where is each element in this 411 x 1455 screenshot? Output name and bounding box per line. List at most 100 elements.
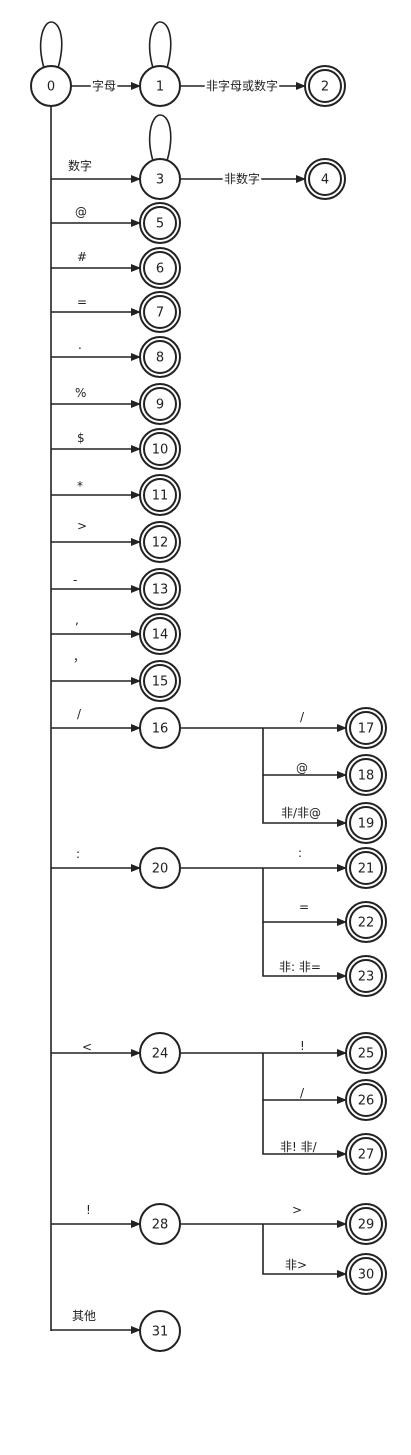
- state-label-30: 30: [358, 1268, 375, 1283]
- state-label-8: 8: [156, 351, 164, 366]
- edge-label-0-20: :: [76, 847, 80, 861]
- edge-20-23: 非: 非=: [262, 922, 347, 980]
- state-22: 22: [345, 901, 387, 943]
- edge-16-18: @: [262, 728, 347, 779]
- state-6: 6: [139, 247, 181, 289]
- edge-label-0-3: 数字: [68, 158, 92, 173]
- edge-label-28-29: >: [292, 1203, 302, 1217]
- edge-label-0-12: >: [77, 519, 87, 533]
- edge-label-0-28: !: [86, 1203, 91, 1217]
- edge-label-0-11: *: [77, 479, 83, 493]
- edge-label-24-26: /: [300, 1086, 305, 1100]
- state-30: 30: [345, 1253, 387, 1295]
- state-label-15: 15: [152, 675, 169, 690]
- edge-label-0-6: #: [77, 250, 87, 264]
- edge-28-29: >: [181, 1203, 347, 1228]
- edge-0-16: /: [51, 707, 141, 732]
- state-label-10: 10: [152, 443, 169, 458]
- state-label-17: 17: [358, 722, 375, 737]
- state-19: 19: [345, 802, 387, 844]
- state-16: 16: [139, 707, 181, 749]
- edge-20-22: =: [262, 868, 347, 926]
- state-label-28: 28: [152, 1218, 169, 1233]
- state-17: 17: [345, 707, 387, 749]
- self-loop-state-0: [39, 21, 63, 69]
- edge-16-19: 非/非@: [262, 775, 347, 827]
- edge-label-16-19: 非/非@: [281, 806, 321, 820]
- edge-label-0-16: /: [77, 707, 82, 721]
- state-2: 2: [304, 65, 346, 107]
- edge-label-3-4: 非数字: [224, 171, 260, 186]
- state-label-5: 5: [156, 217, 164, 232]
- edge-0-11: *: [51, 479, 141, 499]
- self-loop-state-3: [148, 114, 172, 162]
- edge-0-14: ,: [51, 613, 141, 638]
- edge-0-8: .: [51, 338, 141, 361]
- state-label-12: 12: [152, 536, 169, 551]
- state-label-7: 7: [156, 306, 164, 321]
- edge-0-31: 其他: [51, 1309, 141, 1334]
- edge-label-0-15: ，: [73, 650, 85, 664]
- state-28: 28: [139, 1203, 181, 1245]
- edge-0-5: @: [51, 205, 141, 227]
- state-0: 0: [30, 65, 72, 107]
- state-label-6: 6: [156, 262, 164, 277]
- edge-label-24-25: !: [300, 1039, 305, 1053]
- edge-label-0-9: %: [75, 386, 86, 400]
- edge-0-7: =: [51, 295, 141, 316]
- self-loop-state-1: [148, 21, 172, 69]
- edge-label-0-13: -: [73, 573, 77, 587]
- edge-0-20: :: [51, 847, 141, 872]
- edge-0-15: ，: [51, 650, 141, 685]
- edge-label-0-31: 其他: [72, 1309, 96, 1323]
- state-29: 29: [345, 1203, 387, 1245]
- edge-16-17: /: [181, 710, 347, 732]
- state-10: 10: [139, 428, 181, 470]
- edge-1-2: 非字母或数字: [181, 76, 306, 95]
- state-11: 11: [139, 474, 181, 516]
- state-label-31: 31: [152, 1325, 169, 1340]
- state-label-0: 0: [47, 80, 55, 95]
- state-label-3: 3: [156, 173, 164, 188]
- edge-24-25: !: [181, 1039, 347, 1057]
- state-label-4: 4: [321, 173, 329, 188]
- state-label-27: 27: [358, 1148, 375, 1163]
- state-label-29: 29: [358, 1218, 375, 1233]
- edge-label-20-21: :: [298, 846, 302, 860]
- state-label-13: 13: [152, 583, 169, 598]
- state-label-25: 25: [358, 1047, 375, 1062]
- edge-label-0-5: @: [75, 205, 87, 219]
- state-7: 7: [139, 291, 181, 333]
- edge-label-0-8: .: [78, 338, 82, 352]
- edge-0-9: %: [51, 386, 141, 408]
- edge-label-16-17: /: [300, 710, 305, 724]
- state-label-16: 16: [152, 722, 169, 737]
- state-label-21: 21: [358, 862, 375, 877]
- state-8: 8: [139, 336, 181, 378]
- state-label-24: 24: [152, 1047, 169, 1062]
- state-9: 9: [139, 383, 181, 425]
- edge-0-28: !: [51, 1203, 141, 1228]
- state-label-19: 19: [358, 817, 375, 832]
- state-label-2: 2: [321, 80, 329, 95]
- state-3: 3: [139, 158, 181, 200]
- edge-0-12: >: [51, 519, 141, 546]
- edge-label-1-2: 非字母或数字: [206, 78, 278, 93]
- edge-label-0-7: =: [77, 295, 87, 309]
- edge-24-26: /: [262, 1053, 347, 1104]
- state-21: 21: [345, 847, 387, 889]
- state-4: 4: [304, 158, 346, 200]
- edge-28-30: 非>: [262, 1224, 347, 1278]
- edge-label-16-18: @: [296, 761, 308, 775]
- state-1: 1: [139, 65, 181, 107]
- state-31: 31: [139, 1310, 181, 1352]
- state-14: 14: [139, 613, 181, 655]
- edge-0-10: $: [51, 431, 141, 453]
- state-23: 23: [345, 955, 387, 997]
- edge-label-0-1: 字母: [92, 78, 116, 93]
- state-5: 5: [139, 202, 181, 244]
- edge-label-24-27: 非! 非/: [280, 1140, 318, 1154]
- state-25: 25: [345, 1032, 387, 1074]
- state-label-9: 9: [156, 398, 164, 413]
